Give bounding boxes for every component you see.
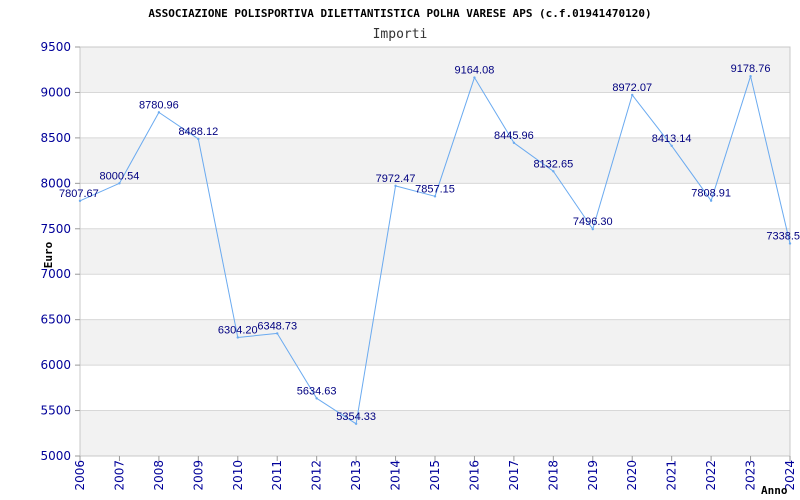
series-segment <box>355 185 397 424</box>
data-label: 8488.12 <box>178 126 218 138</box>
y-axis-label: Euro <box>42 241 55 268</box>
x-tick-label: 2022 <box>704 460 718 491</box>
x-tick-label: 2021 <box>665 460 679 491</box>
data-point <box>512 141 516 145</box>
data-point <box>749 74 752 78</box>
data-label: 9178.76 <box>731 63 771 75</box>
x-tick-label: 2011 <box>270 460 284 491</box>
series-segment <box>710 76 752 201</box>
x-tick-label: 2009 <box>191 460 205 491</box>
data-label: 5354.33 <box>336 411 376 423</box>
series-segment <box>316 397 357 425</box>
data-point <box>552 170 555 173</box>
series-segment <box>474 77 515 144</box>
series-segment <box>434 77 475 197</box>
data-point <box>709 199 713 202</box>
y-tick-label: 6000 <box>40 358 71 372</box>
y-tick-label: 5500 <box>40 404 71 418</box>
grid-band <box>80 47 790 93</box>
x-tick-label: 2019 <box>586 460 600 491</box>
data-point <box>433 195 437 198</box>
data-point <box>157 111 161 114</box>
data-label: 8445.96 <box>494 130 534 142</box>
series-importi <box>78 74 792 425</box>
data-label: 7972.47 <box>376 173 416 185</box>
series-segment <box>671 145 712 201</box>
y-axis-ticks: 5000 5500 6000 6500 7000 7500 8000 8500 9000 9500 <box>40 40 80 463</box>
data-label: 7496.30 <box>573 216 613 228</box>
data-point <box>394 184 397 188</box>
data-point <box>788 242 792 245</box>
x-tick-label: 2017 <box>507 460 521 491</box>
series-segment <box>552 170 594 230</box>
data-point <box>197 137 200 141</box>
data-point <box>354 422 358 425</box>
grid-band <box>80 228 790 275</box>
series-segment <box>395 185 436 197</box>
x-axis-label: Anno <box>761 484 788 497</box>
x-tick-label: 2010 <box>231 460 245 491</box>
series-segment <box>119 112 160 184</box>
y-tick-label: 5000 <box>40 449 71 463</box>
series-segment <box>237 332 278 338</box>
chart-title: ASSOCIAZIONE POLISPORTIVA DILETTANTISTIC… <box>148 7 651 20</box>
x-tick-label: 2014 <box>389 460 403 491</box>
series-segment <box>79 182 120 202</box>
x-tick-label: 2007 <box>112 460 126 491</box>
data-label: 8413.14 <box>652 133 692 145</box>
y-tick-label: 9000 <box>40 85 71 99</box>
x-tick-label: 2016 <box>467 460 481 491</box>
data-point <box>670 144 673 147</box>
background-bands <box>80 47 790 456</box>
grid-band <box>80 319 790 366</box>
y-tick-label: 7000 <box>40 267 71 281</box>
y-tick-label: 8500 <box>40 131 71 145</box>
chart-subtitle: Importi <box>373 27 428 42</box>
grid-band <box>80 410 790 456</box>
data-label: 9164.08 <box>455 65 495 77</box>
data-label: 7857.15 <box>415 183 455 195</box>
data-point <box>315 397 318 400</box>
data-point <box>591 227 594 231</box>
data-label: 6304.20 <box>218 324 258 336</box>
data-point <box>473 76 476 79</box>
x-tick-label: 2012 <box>310 460 324 491</box>
series-segment <box>158 111 199 140</box>
data-point <box>236 336 239 339</box>
series-segment <box>750 76 791 244</box>
y-tick-label: 8000 <box>40 176 71 190</box>
x-tick-label: 2024 <box>783 460 797 491</box>
data-point <box>78 199 82 203</box>
data-point <box>118 182 121 185</box>
data-label: 8132.65 <box>533 158 573 170</box>
x-tick-label: 2020 <box>625 460 639 491</box>
x-axis-ticks: 2006 2007 2008 2009 2010 2011 2012 2013 2014 2015… <box>73 456 797 491</box>
x-tick-label: 2015 <box>428 460 442 491</box>
y-tick-label: 7500 <box>40 222 71 236</box>
series-segment <box>592 94 633 230</box>
x-tick-label: 2018 <box>546 460 560 491</box>
x-tick-label: 2023 <box>744 460 758 491</box>
data-label: 5634.63 <box>297 385 337 397</box>
series-segment <box>197 138 239 338</box>
data-label: 6348.73 <box>257 320 297 332</box>
data-label: 8972.07 <box>612 82 652 94</box>
data-label: 7808.91 <box>691 188 731 200</box>
y-tick-label: 6500 <box>40 313 71 327</box>
data-label: 7807.67 <box>59 188 99 200</box>
data-label: 7338.5 <box>766 230 800 242</box>
x-tick-label: 2013 <box>349 460 363 491</box>
data-label: 8780.96 <box>139 99 179 111</box>
series-segment <box>276 333 318 399</box>
x-tick-label: 2006 <box>73 460 87 491</box>
y-tick-label: 9500 <box>40 40 71 54</box>
data-label: 8000.54 <box>100 170 140 182</box>
x-tick-label: 2008 <box>152 460 166 491</box>
data-point <box>631 93 634 97</box>
data-point <box>276 332 279 335</box>
series-segment <box>631 94 673 147</box>
series-segment <box>513 142 554 172</box>
